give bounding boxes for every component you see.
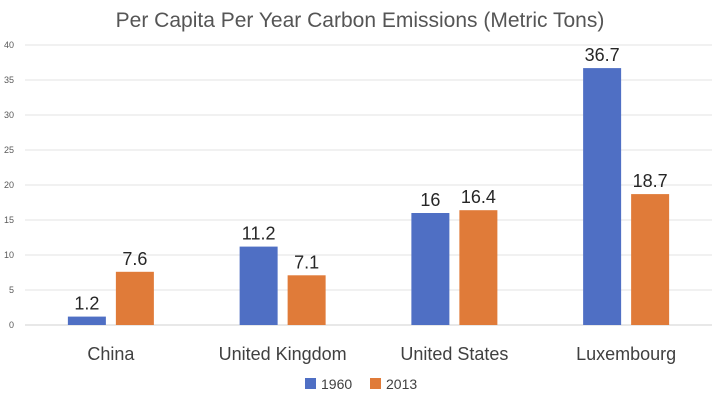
y-tick-label: 10 [4,250,14,260]
data-label: 16 [420,190,440,210]
y-tick-label: 25 [4,145,14,155]
data-label: 16.4 [461,187,496,207]
legend-swatch-2013 [370,378,381,389]
data-label: 18.7 [633,171,668,191]
bar-2013-united-states [459,210,498,325]
data-label: 7.1 [294,252,319,272]
legend-label: 2013 [386,376,417,392]
bars [67,68,670,325]
data-label: 1.2 [74,294,99,314]
y-axis: 0 5 10 15 20 25 30 35 40 [4,40,14,330]
bar-1960-luxembourg [583,68,622,325]
y-tick-label: 20 [4,180,14,190]
bar-1960-china [67,316,106,325]
bar-1960-united-kingdom [239,246,278,325]
category-label: United Kingdom [219,344,347,364]
y-tick-label: 40 [4,40,14,50]
y-tick-label: 30 [4,110,14,120]
category-label: United States [400,344,508,364]
x-axis: China United Kingdom United States Luxembou… [87,344,676,364]
data-label: 7.6 [122,249,147,269]
y-tick-label: 5 [9,285,14,295]
y-tick-label: 15 [4,215,14,225]
y-tick-label: 0 [9,320,14,330]
data-label: 36.7 [585,45,620,65]
bar-1960-united-states [411,213,450,325]
category-label: China [87,344,135,364]
y-tick-label: 35 [4,75,14,85]
data-labels: 1.2 7.6 11.2 7.1 16 16.4 36.7 18.7 [74,45,667,314]
bar-2013-united-kingdom [287,275,326,325]
data-label: 11.2 [242,224,276,244]
legend-label: 1960 [321,376,352,392]
bar-2013-luxembourg [631,194,670,325]
chart-title: Per Capita Per Year Carbon Emissions (Me… [116,9,605,32]
bar-2013-china [115,271,154,325]
legend-swatch-1960 [305,378,316,389]
category-label: Luxembourg [576,344,676,364]
legend: 1960 2013 [305,376,417,392]
